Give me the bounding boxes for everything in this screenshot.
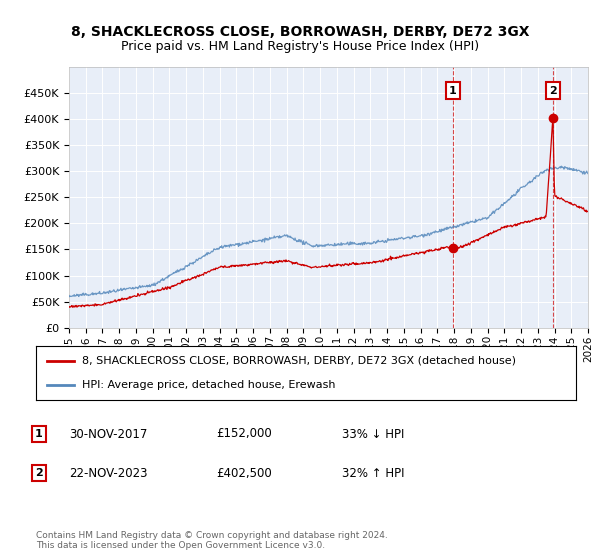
Text: 1: 1: [35, 429, 43, 439]
Text: 22-NOV-2023: 22-NOV-2023: [69, 466, 148, 480]
Text: 1: 1: [449, 86, 457, 96]
Text: 8, SHACKLECROSS CLOSE, BORROWASH, DERBY, DE72 3GX (detached house): 8, SHACKLECROSS CLOSE, BORROWASH, DERBY,…: [82, 356, 516, 366]
Text: 33% ↓ HPI: 33% ↓ HPI: [342, 427, 404, 441]
Text: 32% ↑ HPI: 32% ↑ HPI: [342, 466, 404, 480]
Text: Price paid vs. HM Land Registry's House Price Index (HPI): Price paid vs. HM Land Registry's House …: [121, 40, 479, 53]
Text: 30-NOV-2017: 30-NOV-2017: [69, 427, 148, 441]
Text: £402,500: £402,500: [216, 466, 272, 480]
Text: 2: 2: [549, 86, 557, 96]
Text: HPI: Average price, detached house, Erewash: HPI: Average price, detached house, Erew…: [82, 380, 335, 390]
Text: Contains HM Land Registry data © Crown copyright and database right 2024.
This d: Contains HM Land Registry data © Crown c…: [36, 530, 388, 550]
Text: £152,000: £152,000: [216, 427, 272, 441]
Text: 2: 2: [35, 468, 43, 478]
Text: 8, SHACKLECROSS CLOSE, BORROWASH, DERBY, DE72 3GX: 8, SHACKLECROSS CLOSE, BORROWASH, DERBY,…: [71, 25, 529, 39]
